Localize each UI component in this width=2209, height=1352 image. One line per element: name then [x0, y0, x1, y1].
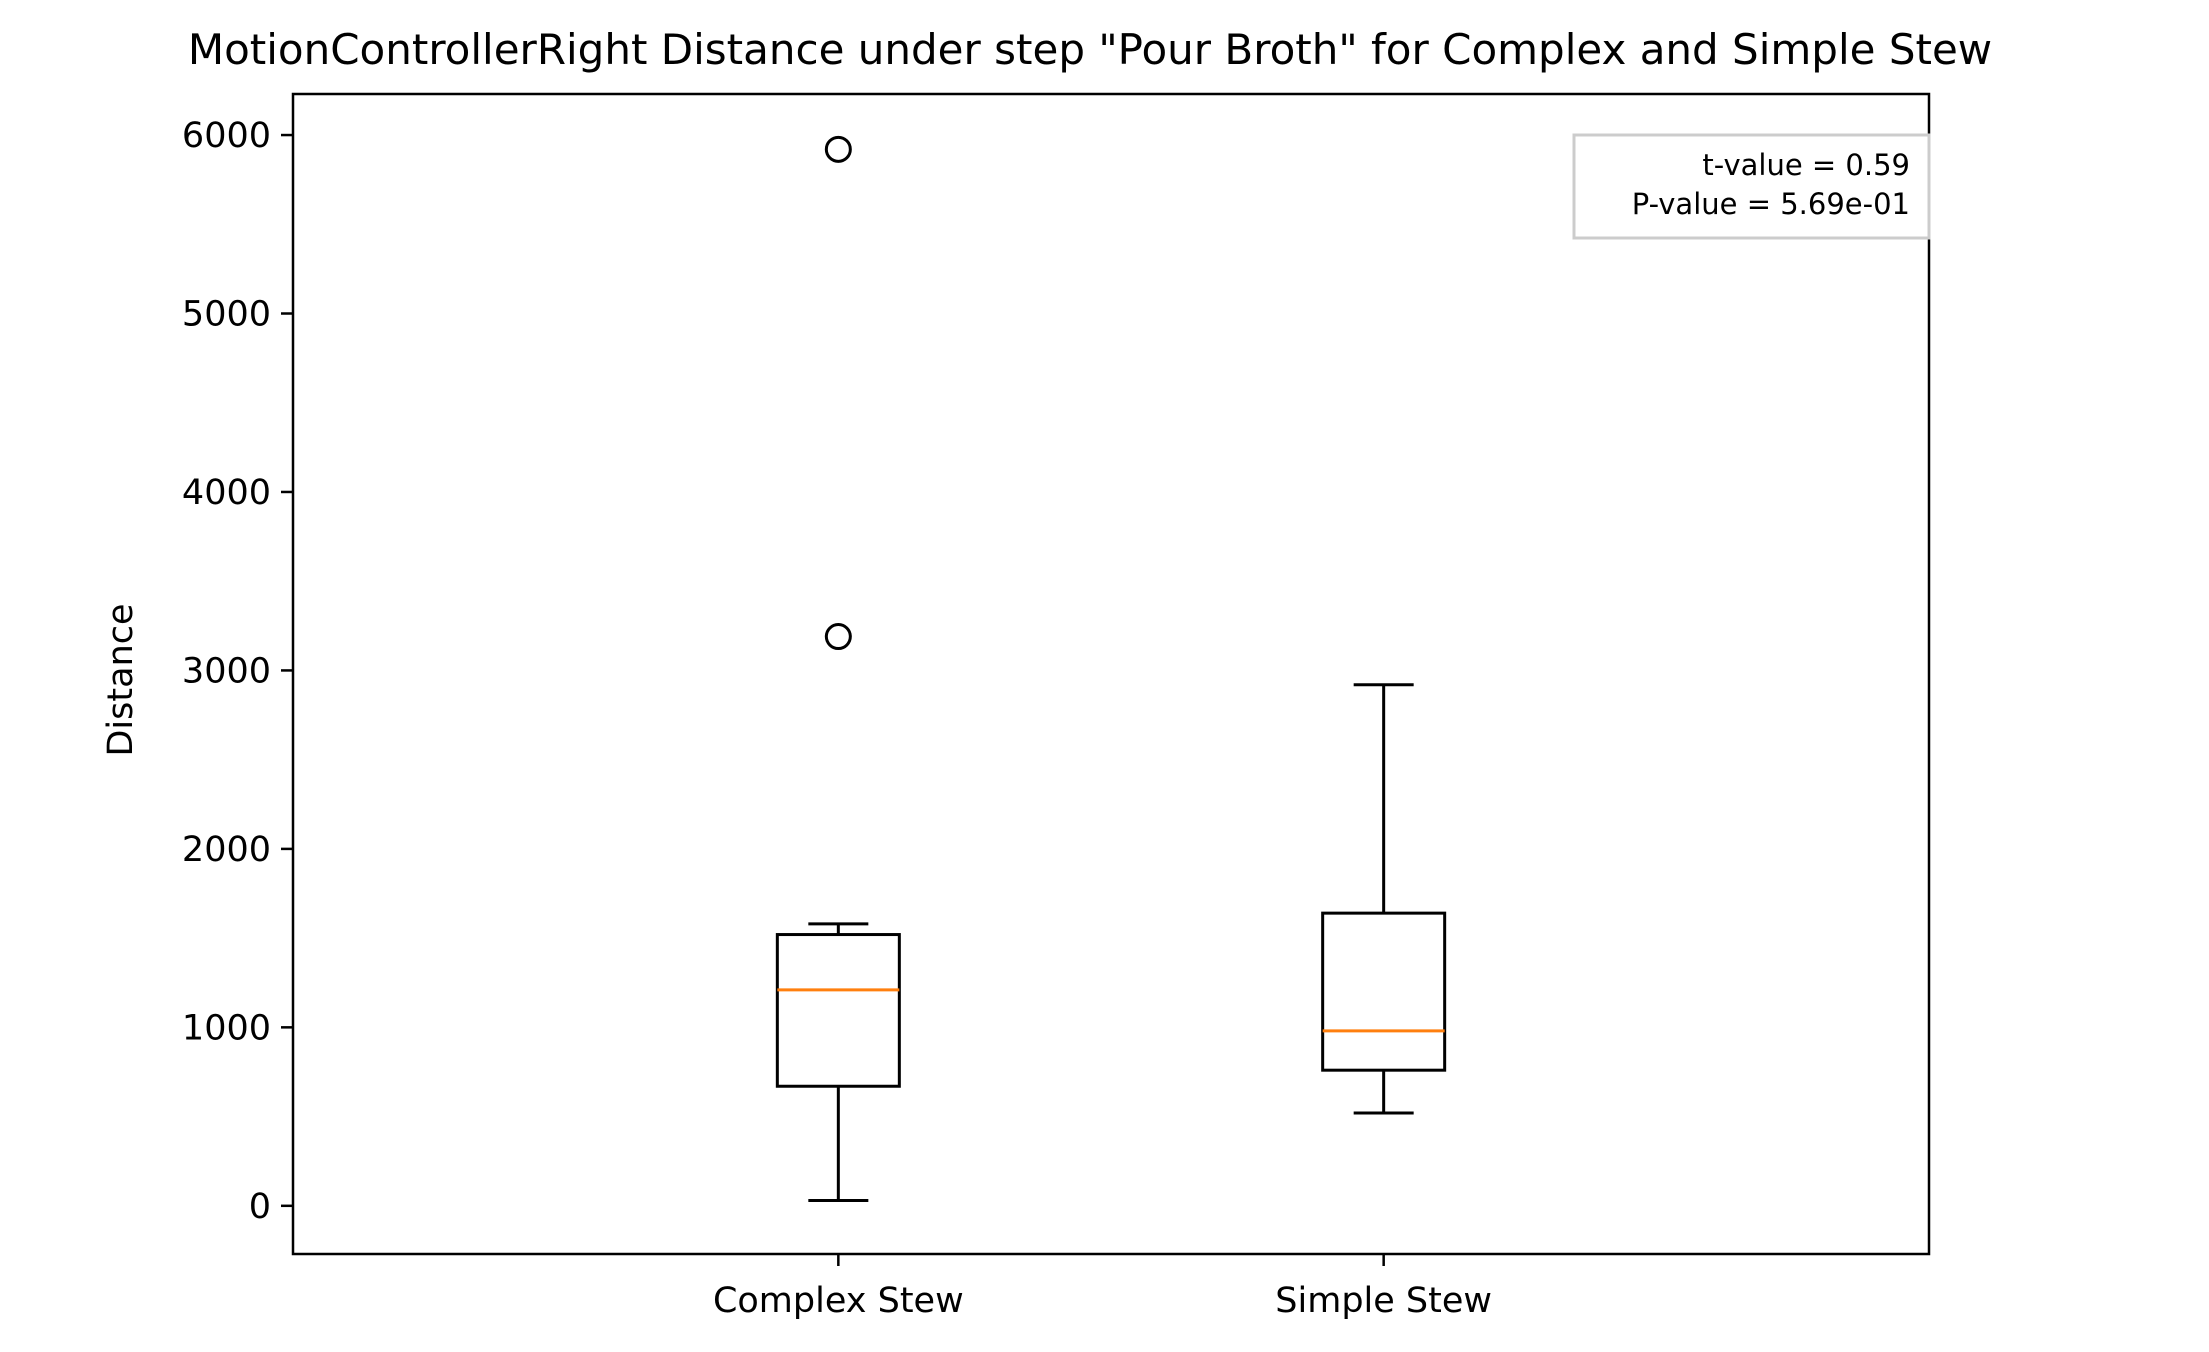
y-tick-label: 5000	[182, 295, 271, 335]
y-tick-label: 2000	[182, 830, 271, 870]
iqr-box	[1321, 911, 1447, 1072]
x-tick-label: Simple Stew	[1275, 1281, 1492, 1321]
iqr-box	[775, 933, 901, 1088]
y-tick-label: 0	[249, 1187, 271, 1227]
y-tick-label: 1000	[182, 1008, 271, 1048]
y-tick-label: 3000	[182, 651, 271, 691]
box-group-1	[1321, 683, 1447, 1115]
chart-title: MotionControllerRight Distance under ste…	[188, 25, 1992, 74]
axes-layer: 0 1000 2000 3000 4000 5000 6000 Complex Stew Sim…	[182, 92, 1931, 1321]
marks-layer	[775, 135, 1447, 1202]
y-tick-label: 6000	[182, 116, 271, 156]
outlier-point	[824, 623, 852, 651]
outlier-point	[824, 135, 852, 163]
p-value-text: P-value = 5.69e-01	[1632, 187, 1910, 221]
x-tick-label: Complex Stew	[713, 1281, 964, 1321]
box-group-0	[775, 135, 901, 1202]
y-axis-label: Distance	[101, 603, 141, 756]
plot-frame	[291, 92, 1931, 1256]
stats-annotation: t-value = 0.59 P-value = 5.69e-01	[1572, 133, 1931, 240]
y-tick-label: 4000	[182, 473, 271, 513]
stats-annotation-frame	[1572, 133, 1931, 240]
t-value-text: t-value = 0.59	[1702, 148, 1910, 182]
